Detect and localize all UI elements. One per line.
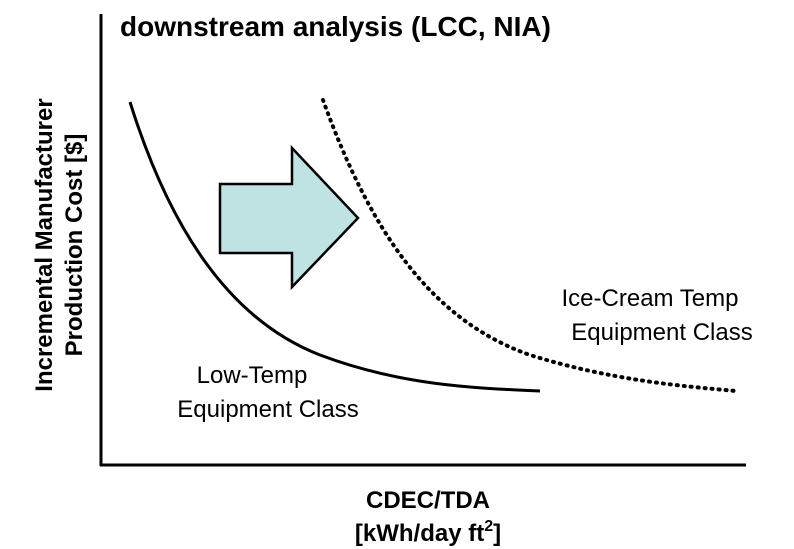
curve-label: Low-Temp (197, 362, 308, 389)
y-axis-label-line: Production Cost [$] (61, 134, 88, 357)
curve-label: Equipment Class (571, 319, 752, 346)
x-axis-label: CDEC/TDA (366, 487, 490, 514)
low-temp-curve (128, 101, 541, 393)
x-axis-label-end: ] (493, 520, 501, 547)
y-axis-label: Incremental Manufacturer Production Cost… (31, 98, 88, 391)
curve-label: Ice-Cream Temp (562, 285, 739, 312)
x-axis-label-text: [kWh/day ft (355, 520, 484, 547)
x-axis-label: [kWh/day ft2] (355, 518, 501, 547)
x-axis-label-sup: 2 (484, 518, 493, 535)
y-axis-label-line: Incremental Manufacturer (31, 98, 58, 391)
shift-arrow (218, 144, 360, 291)
title: downstream analysis (LCC, NIA) (120, 11, 551, 42)
ice-cream-curve (321, 98, 738, 393)
curve-label: Equipment Class (177, 396, 358, 423)
